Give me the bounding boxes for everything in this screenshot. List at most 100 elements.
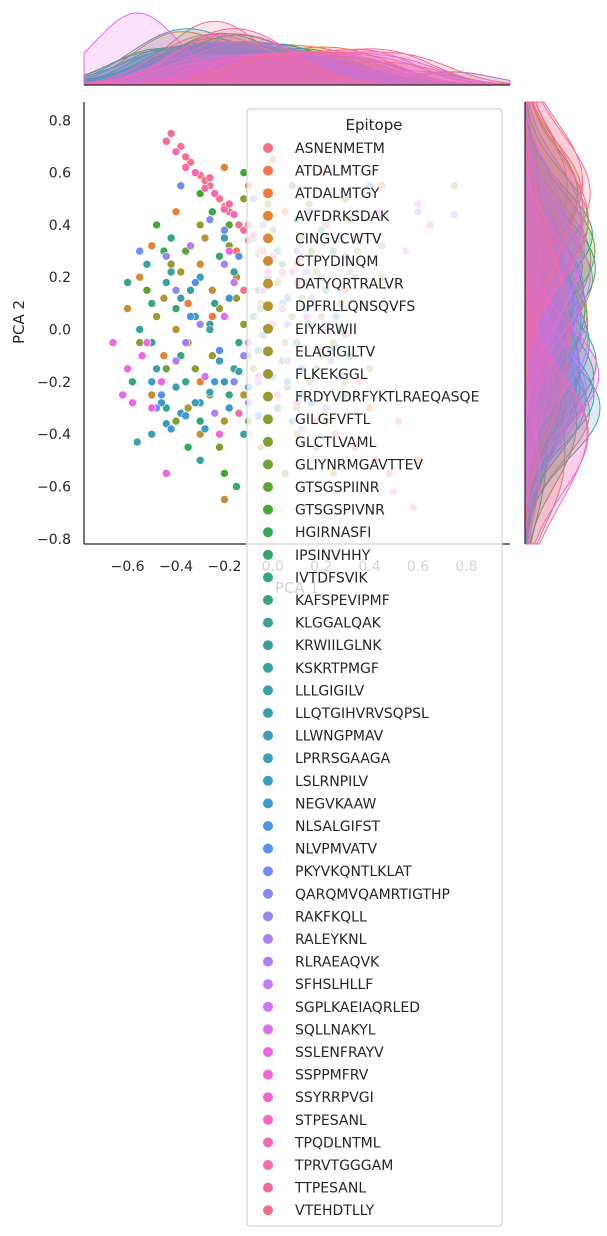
legend-label: GLIYNRMGAVTTEV	[295, 457, 423, 473]
legend-label: SFHSLHLLF	[295, 977, 373, 993]
legend-marker	[263, 188, 273, 199]
legend-label: LLQTGIHVRVSQPSL	[295, 706, 429, 722]
scatter-point	[220, 312, 229, 321]
legend-marker	[263, 595, 273, 605]
legend-label: NEGVKAAW	[295, 796, 376, 812]
scatter-point	[220, 495, 229, 504]
legend-marker	[263, 233, 273, 244]
scatter-point	[159, 293, 169, 303]
legend-marker	[263, 1047, 273, 1057]
legend-marker	[263, 301, 273, 312]
legend-label: KRWIILGLNK	[295, 638, 382, 654]
scatter-point	[171, 304, 181, 313]
scatter-point	[224, 293, 234, 303]
scatter-point	[220, 259, 229, 269]
x-tick-label: −0.6	[111, 559, 145, 575]
scatter-point	[137, 351, 147, 361]
scatter-point	[234, 251, 244, 261]
scatter-point	[147, 390, 157, 400]
scatter-point	[220, 377, 229, 387]
legend-label: GTSGSPIVNR	[295, 503, 385, 519]
scatter-point	[162, 469, 171, 478]
scatter-point	[234, 408, 244, 418]
scatter-point	[166, 424, 176, 434]
legend-label: NLSALGIFST	[295, 819, 380, 835]
scatter-point	[229, 210, 239, 219]
scatter-point	[220, 416, 229, 426]
legend-label: KAFSPEVIPMF	[295, 593, 390, 609]
legend-marker	[263, 549, 273, 560]
legend-marker	[263, 934, 273, 944]
scatter-point	[142, 285, 152, 295]
legend-label: SSYRRPVGI	[295, 1090, 374, 1106]
legend-label: ATDALMTGF	[295, 164, 380, 180]
scatter-point	[186, 285, 195, 295]
scatter-point	[220, 163, 229, 172]
scatter-point	[195, 259, 205, 269]
scatter-point	[157, 377, 166, 387]
legend-label: RAKFKQLL	[295, 909, 367, 925]
scatter-point	[181, 377, 190, 387]
legend-label: FRDYVDRFYKTLRAEQASQE	[295, 390, 479, 406]
legend-marker	[263, 617, 273, 628]
scatter-point	[181, 163, 190, 172]
scatter-point	[195, 319, 205, 329]
scatter-point	[208, 207, 217, 217]
scatter-point	[171, 325, 181, 334]
scatter-point	[181, 246, 190, 256]
y-tick-label: −0.8	[37, 532, 71, 548]
y-tick-label: −0.6	[37, 480, 71, 496]
legend-marker	[263, 708, 273, 718]
legend-marker	[263, 1137, 273, 1148]
top-kde-curve	[83, 54, 511, 86]
legend-label: NLVPMVATV	[295, 842, 378, 858]
scatter-point	[224, 390, 234, 400]
scatter-point	[135, 246, 144, 256]
legend-label: ELAGIGILTV	[295, 344, 376, 360]
top-kde-curve	[84, 51, 511, 86]
scatter-point	[220, 225, 229, 235]
scatter-point	[142, 338, 152, 347]
scatter-point	[171, 356, 181, 366]
legend-label: ATDALMTGY	[295, 186, 380, 202]
legend-label: PKYVKQNTLKLAT	[295, 864, 412, 880]
scatter-point	[166, 267, 176, 277]
legend-title: Epitope	[346, 116, 403, 134]
x-tick-label: −0.4	[159, 559, 193, 575]
scatter-point	[171, 416, 181, 426]
legend-label: AVFDRKSDAK	[295, 209, 390, 225]
scatter-point	[224, 199, 234, 209]
scatter-point	[128, 398, 137, 408]
legend-marker	[263, 798, 273, 809]
scatter-point	[162, 136, 171, 146]
scatter-point	[183, 442, 193, 452]
right-kde-curve	[524, 102, 583, 545]
scatter-point	[205, 173, 215, 183]
legend-marker	[263, 436, 273, 447]
scatter-point	[220, 469, 229, 478]
legend-label: SGPLKAEIAQRLED	[295, 1000, 420, 1016]
legend-label: IPSINVHHY	[295, 548, 371, 564]
legend-label: EIYKRWII	[295, 322, 357, 338]
scatter-point	[224, 246, 234, 256]
legend-label: ASNENMETM	[295, 141, 385, 157]
main-axes: −0.6−0.4−0.20.00.20.40.60.8−0.8−0.6−0.4−…	[37, 102, 510, 575]
scatter-point	[229, 278, 239, 287]
legend-marker	[263, 165, 273, 176]
scatter-point	[166, 233, 176, 243]
scatter-point	[162, 251, 171, 261]
scatter-point	[186, 312, 195, 321]
scatter-point	[181, 411, 190, 421]
legend-marker	[263, 323, 273, 334]
legend-label: IVTDFSVIK	[295, 570, 368, 586]
legend-box	[246, 108, 503, 1227]
scatter-point	[205, 215, 215, 224]
scatter-point	[183, 299, 193, 308]
scatter-point	[147, 299, 157, 308]
scatter-point	[200, 184, 210, 193]
scatter-point	[183, 403, 193, 413]
scatter-point	[215, 346, 224, 355]
scatter-point	[118, 390, 127, 400]
legend-label: DATYQRTRALVR	[295, 277, 404, 293]
scatter-point	[215, 442, 224, 452]
